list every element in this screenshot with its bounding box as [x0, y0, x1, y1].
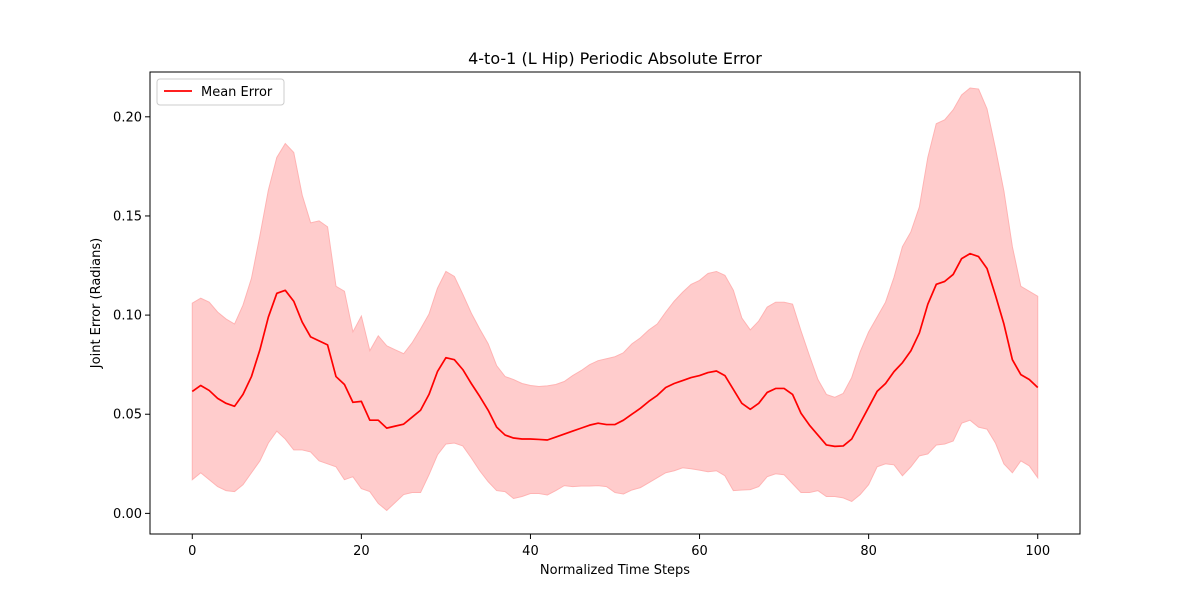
- y-axis-label: Joint Error (Radians): [89, 238, 104, 369]
- x-tick-label: 20: [353, 544, 370, 559]
- x-tick-label: 0: [188, 544, 196, 559]
- y-tick-label: 0.00: [113, 507, 142, 522]
- y-tick-label: 0.05: [113, 408, 142, 423]
- plot-frame: [149, 71, 1081, 535]
- y-tick-label: 0.10: [113, 309, 142, 324]
- x-tick-label: 100: [1025, 544, 1050, 559]
- mean-error-line: [191, 252, 1039, 448]
- x-axis-label: Normalized Time Steps: [540, 563, 690, 578]
- legend-box: [156, 78, 285, 106]
- chart-title: 4-to-1 (L Hip) Periodic Absolute Error: [468, 49, 762, 68]
- x-axis: 0 20 40 60 80 100: [188, 534, 1050, 559]
- std-band: [191, 87, 1039, 512]
- x-tick-label: 80: [860, 544, 877, 559]
- legend-label-mean-error: Mean Error: [201, 85, 273, 100]
- y-tick-label: 0.15: [113, 209, 142, 224]
- y-axis: 0.00 0.05 0.10 0.15 0.20: [113, 110, 150, 522]
- y-tick-label: 0.20: [113, 110, 142, 125]
- x-tick-label: 40: [522, 544, 539, 559]
- x-tick-label: 60: [691, 544, 708, 559]
- legend: Mean Error: [156, 78, 285, 106]
